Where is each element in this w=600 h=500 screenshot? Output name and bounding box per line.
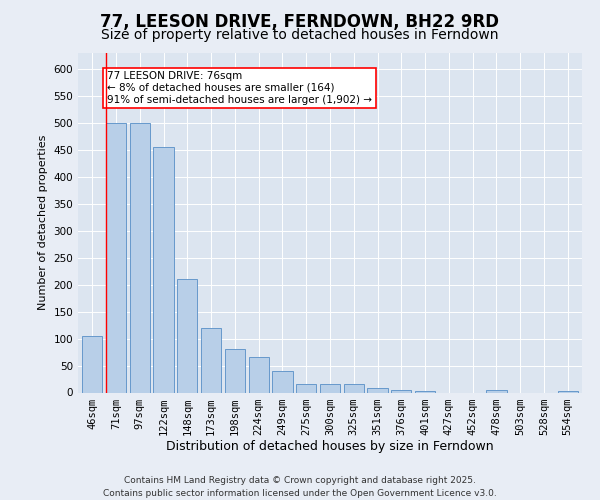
Bar: [367, 388, 388, 392]
Bar: [154, 147, 173, 392]
Text: 77, LEESON DRIVE, FERNDOWN, BH22 9RD: 77, LEESON DRIVE, FERNDOWN, BH22 9RD: [101, 12, 499, 30]
Bar: [272, 371, 293, 392]
Text: Contains HM Land Registry data © Crown copyright and database right 2025.
Contai: Contains HM Land Registry data © Crown c…: [103, 476, 497, 498]
X-axis label: Distribution of detached houses by size in Ferndown: Distribution of detached houses by size …: [166, 440, 494, 454]
Bar: [106, 122, 126, 392]
Bar: [391, 390, 412, 392]
Bar: [320, 384, 340, 392]
Bar: [130, 122, 150, 392]
Y-axis label: Number of detached properties: Number of detached properties: [38, 135, 48, 310]
Bar: [344, 384, 364, 392]
Bar: [296, 384, 316, 392]
Bar: [201, 328, 221, 392]
Bar: [487, 390, 506, 392]
Bar: [248, 358, 269, 392]
Text: 77 LEESON DRIVE: 76sqm
← 8% of detached houses are smaller (164)
91% of semi-det: 77 LEESON DRIVE: 76sqm ← 8% of detached …: [107, 72, 372, 104]
Bar: [557, 391, 578, 392]
Text: Size of property relative to detached houses in Ferndown: Size of property relative to detached ho…: [101, 28, 499, 42]
Bar: [82, 336, 103, 392]
Bar: [177, 279, 197, 392]
Bar: [225, 350, 245, 393]
